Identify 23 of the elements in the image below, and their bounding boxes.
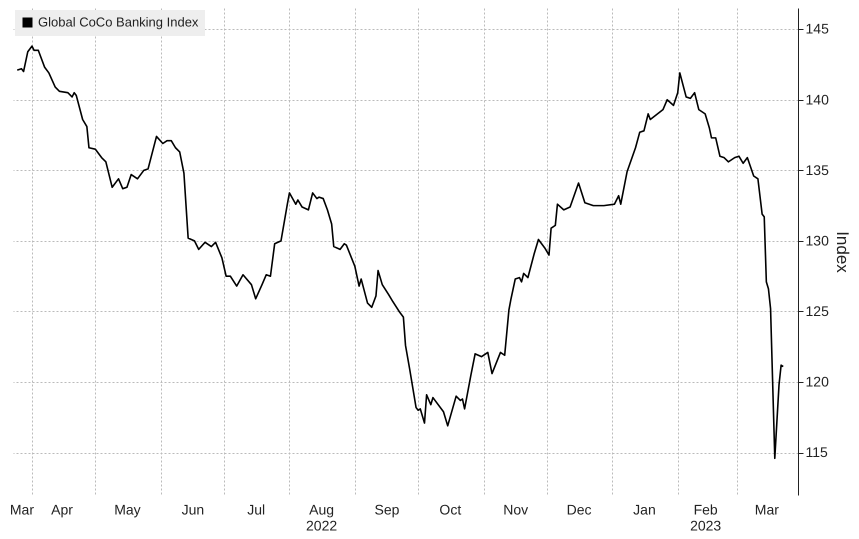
- x-tick-label: Jun: [182, 502, 204, 518]
- x-tick-label: Aug 2022: [306, 502, 338, 534]
- x-tick-label: Mar: [10, 502, 34, 518]
- y-axis-title: Index: [832, 231, 852, 274]
- x-tick-label: Feb 2023: [690, 502, 722, 534]
- x-tick-label: Dec: [566, 502, 592, 518]
- x-tick-label: Jul: [247, 502, 266, 518]
- legend-label: Global CoCo Banking Index: [38, 14, 199, 30]
- y-tick-label: 130: [806, 232, 830, 248]
- x-tick-label: Oct: [439, 502, 462, 518]
- y-tick-label: 135: [806, 162, 830, 178]
- x-tick-label: Jan: [633, 502, 656, 518]
- x-tick-label: Mar: [754, 502, 780, 518]
- x-tick-label: May: [114, 502, 141, 518]
- y-tick-label: 115: [806, 444, 828, 460]
- line-series: [16, 45, 784, 460]
- y-tick-label: 125: [806, 302, 830, 319]
- x-tick-label: Apr: [51, 502, 74, 518]
- y-tick-label: 145: [806, 20, 830, 37]
- y-tick-label: 140: [806, 91, 830, 108]
- x-tick-label: Nov: [503, 502, 528, 518]
- y-tick-label: 120: [806, 374, 830, 390]
- x-tick-label: Sep: [374, 502, 400, 518]
